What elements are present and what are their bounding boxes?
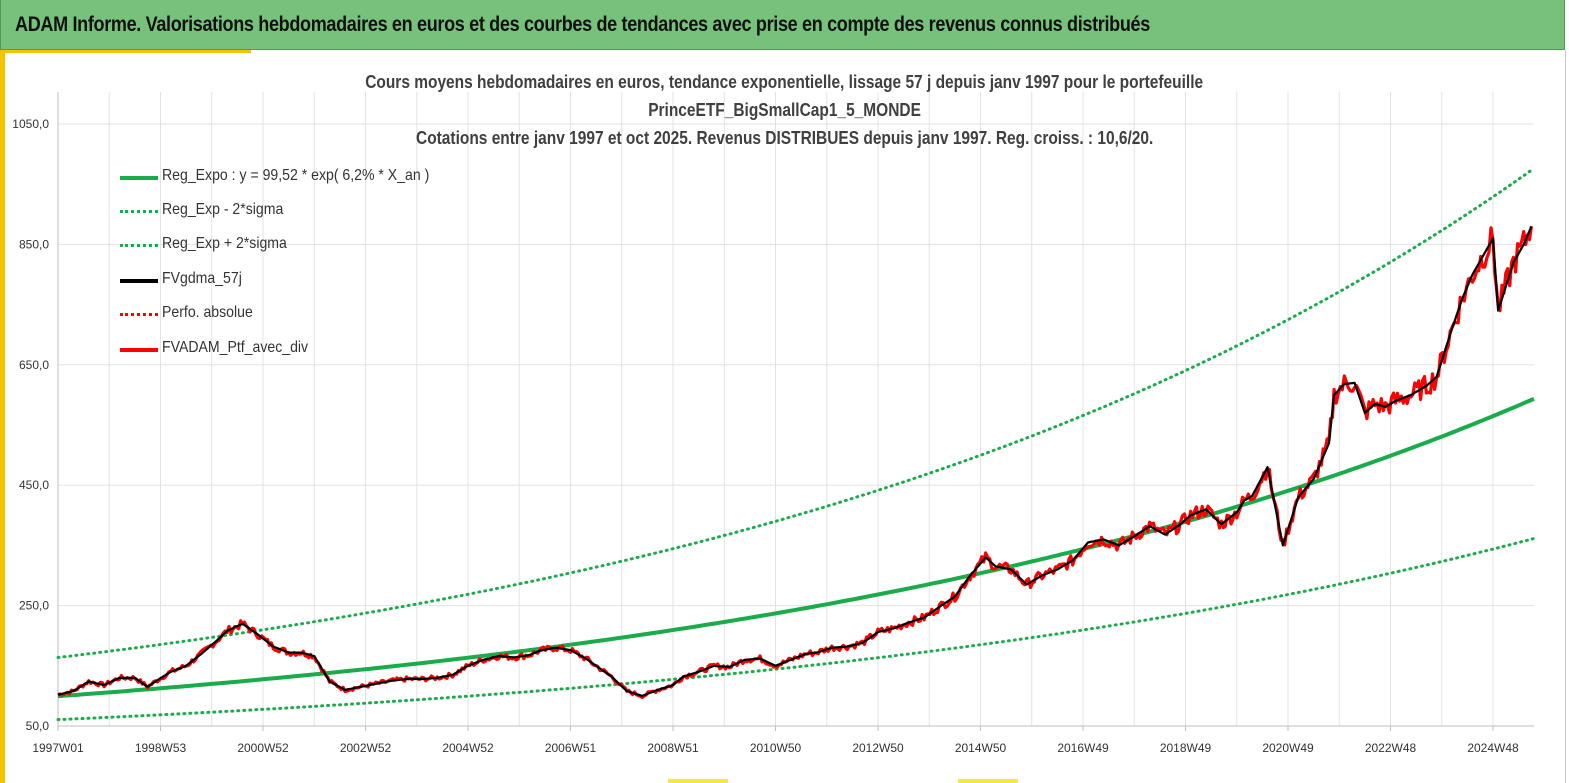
- x-tick-label: 2006W51: [545, 741, 597, 755]
- top-accent-bar: [5, 50, 251, 53]
- chart-title-line-2: PrinceETF_BigSmallCap1_5_MONDE: [648, 100, 921, 120]
- title-banner: ADAM Informe. Valorisations hebdomadaire…: [0, 0, 1565, 50]
- y-tick-label: 1050,0: [12, 117, 49, 131]
- legend-swatch: [120, 313, 158, 316]
- x-tick-label: 2012W50: [852, 741, 904, 755]
- legend-label: FVADAM_Ptf_avec_div: [162, 339, 309, 356]
- series-smoothed: [57, 225, 1533, 697]
- series-upper-band: [56, 166, 1536, 659]
- x-tick-label: 1998W53: [135, 741, 187, 755]
- y-tick-label: 50,0: [26, 719, 50, 733]
- bottom-accent-mark: [668, 779, 728, 783]
- legend-swatch: [120, 279, 158, 283]
- x-tick-label: 2022W48: [1365, 741, 1417, 755]
- legend-label: Perfo. absolue: [162, 304, 253, 321]
- bottom-accent-mark-2: [958, 779, 1018, 783]
- legend-swatch: [120, 348, 158, 352]
- y-tick-label: 650,0: [19, 358, 49, 372]
- banner-title: ADAM Informe. Valorisations hebdomadaire…: [15, 13, 1150, 36]
- chart-title-line-1: Cours moyens hebdomadaires en euros, ten…: [365, 72, 1204, 92]
- x-tick-label: 2010W50: [750, 741, 802, 755]
- x-tick-label: 2014W50: [955, 741, 1007, 755]
- x-tick-label: 2024W48: [1467, 741, 1519, 755]
- y-tick-label: 250,0: [19, 599, 49, 613]
- x-tick-label: 2008W51: [647, 741, 699, 755]
- legend-label: Reg_Expo : y = 99,52 * exp( 6,2% * X_an …: [162, 167, 430, 184]
- chart-title-line-3: Cotations entre janv 1997 et oct 2025. R…: [415, 128, 1154, 148]
- legend-label: Reg_Exp - 2*sigma: [162, 201, 284, 218]
- series-lower-band: [56, 537, 1536, 722]
- legend-swatch: [120, 176, 158, 180]
- x-tick-label: 2018W49: [1160, 741, 1212, 755]
- legend-label: Reg_Exp + 2*sigma: [162, 235, 287, 252]
- x-tick-label: 2016W49: [1057, 741, 1109, 755]
- frame-right-border: [1565, 50, 1566, 783]
- legend-swatch: [120, 210, 158, 213]
- legend-swatch: [120, 244, 158, 247]
- x-tick-label: 2002W52: [340, 741, 392, 755]
- legend-label: FVgdma_57j: [162, 270, 242, 287]
- x-tick-label: 2020W49: [1262, 741, 1314, 755]
- x-tick-label: 2000W52: [237, 741, 289, 755]
- y-tick-label: 450,0: [19, 478, 49, 492]
- series-trend: [57, 396, 1535, 699]
- y-tick-label: 850,0: [19, 237, 49, 251]
- x-tick-label: 2004W52: [442, 741, 494, 755]
- left-accent-bar: [0, 50, 5, 783]
- x-tick-label: 1997W01: [32, 741, 84, 755]
